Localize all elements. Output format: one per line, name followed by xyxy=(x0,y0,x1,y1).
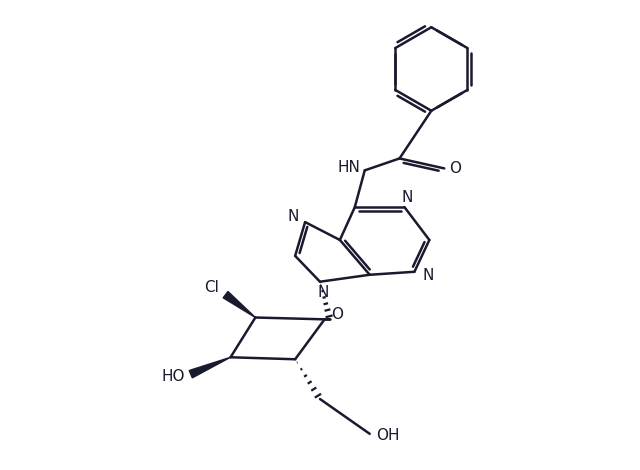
Text: OH: OH xyxy=(376,428,399,443)
Polygon shape xyxy=(189,357,230,378)
Text: N: N xyxy=(402,190,413,205)
Text: HO: HO xyxy=(161,368,184,384)
Text: HN: HN xyxy=(337,160,360,175)
Text: O: O xyxy=(332,307,344,322)
Text: O: O xyxy=(449,161,461,176)
Polygon shape xyxy=(223,291,255,318)
Text: Cl: Cl xyxy=(204,280,219,295)
Text: N: N xyxy=(287,209,299,224)
Text: N: N xyxy=(422,268,434,283)
Text: N: N xyxy=(317,285,329,300)
